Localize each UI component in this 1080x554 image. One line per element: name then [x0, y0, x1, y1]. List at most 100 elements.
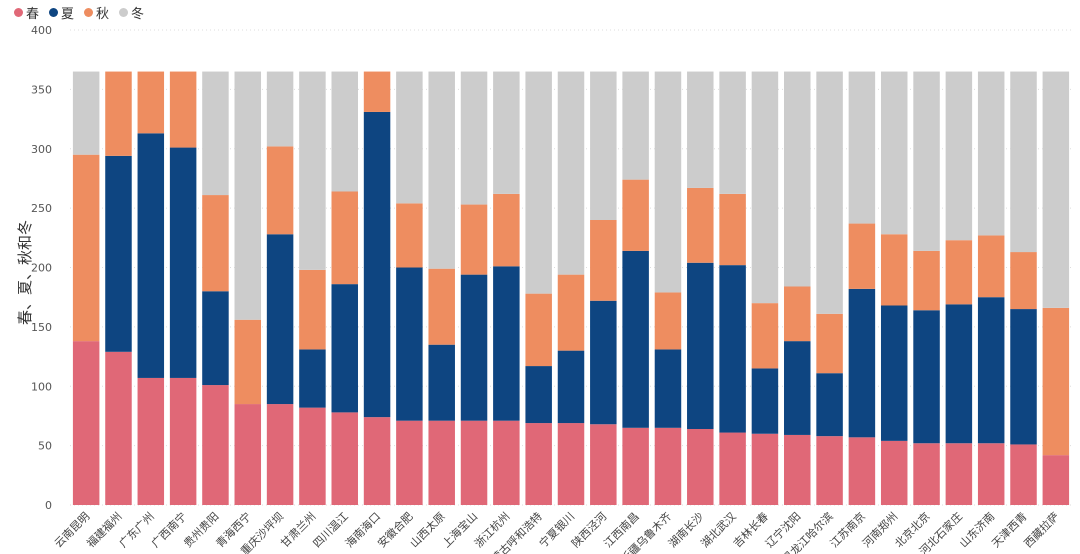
legend-item-winter[interactable]: 冬	[119, 3, 144, 22]
bar-segment-21-3[interactable]	[719, 193, 746, 266]
bar-segment-4-1[interactable]	[169, 377, 197, 505]
bar-segment-22-1[interactable]	[751, 433, 779, 505]
bar-segment-21-2[interactable]	[719, 265, 746, 433]
bar-segment-21-4[interactable]	[719, 71, 746, 194]
bar-segment-8-4[interactable]	[299, 71, 326, 270]
bar-segment-15-4[interactable]	[525, 71, 552, 294]
bar-segment-11-2[interactable]	[396, 267, 423, 421]
bar-segment-9-1[interactable]	[331, 412, 358, 506]
bar-segment-14-4[interactable]	[493, 71, 520, 194]
bar-segment-31-3[interactable]	[1042, 307, 1070, 456]
bar-segment-8-2[interactable]	[299, 349, 326, 408]
bar-segment-2-3[interactable]	[105, 71, 132, 156]
bar-segment-7-2[interactable]	[266, 234, 294, 405]
bar-segment-19-2[interactable]	[654, 349, 682, 428]
bar-segment-19-3[interactable]	[654, 292, 682, 350]
bar-segment-19-1[interactable]	[654, 427, 682, 505]
bar-segment-9-3[interactable]	[331, 191, 358, 285]
bar-segment-11-4[interactable]	[396, 71, 423, 204]
bar-segment-5-3[interactable]	[202, 195, 229, 292]
bar-segment-26-1[interactable]	[880, 440, 908, 506]
bar-segment-23-4[interactable]	[784, 71, 811, 287]
bar-segment-12-3[interactable]	[428, 268, 455, 345]
bar-segment-10-3[interactable]	[363, 71, 391, 112]
bar-segment-18-3[interactable]	[622, 179, 649, 251]
bar-segment-2-1[interactable]	[105, 351, 132, 505]
bar-segment-30-2[interactable]	[1010, 309, 1037, 445]
bar-segment-13-2[interactable]	[460, 274, 488, 421]
bar-segment-14-1[interactable]	[493, 420, 520, 505]
bar-segment-4-2[interactable]	[169, 147, 197, 378]
bar-segment-24-4[interactable]	[816, 71, 843, 314]
bar-segment-27-2[interactable]	[913, 310, 940, 444]
bar-segment-6-1[interactable]	[234, 404, 262, 505]
bar-segment-30-3[interactable]	[1010, 252, 1037, 310]
bar-segment-22-2[interactable]	[751, 368, 779, 434]
bar-segment-29-1[interactable]	[977, 443, 1005, 505]
bar-segment-14-2[interactable]	[493, 266, 520, 421]
bar-segment-27-4[interactable]	[913, 71, 940, 251]
bar-segment-1-3[interactable]	[72, 154, 100, 342]
bar-segment-18-2[interactable]	[622, 250, 649, 428]
bar-segment-12-2[interactable]	[428, 344, 455, 421]
bar-segment-26-2[interactable]	[880, 305, 908, 441]
bar-segment-18-1[interactable]	[622, 427, 649, 505]
bar-segment-20-4[interactable]	[687, 71, 714, 188]
bar-segment-6-4[interactable]	[234, 71, 262, 320]
bar-segment-26-4[interactable]	[880, 71, 908, 235]
bar-segment-30-1[interactable]	[1010, 444, 1037, 505]
legend-item-autumn[interactable]: 秋	[84, 3, 109, 22]
bar-segment-4-3[interactable]	[169, 71, 197, 148]
bar-segment-29-2[interactable]	[977, 297, 1005, 444]
bar-segment-25-1[interactable]	[848, 437, 876, 505]
bar-segment-20-1[interactable]	[687, 429, 714, 505]
bar-segment-27-3[interactable]	[913, 250, 940, 311]
bar-segment-13-1[interactable]	[460, 420, 488, 505]
bar-segment-21-1[interactable]	[719, 432, 746, 505]
bar-segment-12-1[interactable]	[428, 420, 455, 505]
bar-segment-15-3[interactable]	[525, 293, 552, 367]
bar-segment-7-3[interactable]	[266, 146, 294, 235]
bar-segment-7-1[interactable]	[266, 404, 294, 505]
legend-item-summer[interactable]: 夏	[49, 3, 74, 22]
bar-segment-12-4[interactable]	[428, 71, 455, 269]
bar-segment-3-3[interactable]	[137, 71, 165, 134]
bar-segment-16-3[interactable]	[557, 274, 585, 351]
bar-segment-15-2[interactable]	[525, 366, 552, 424]
bar-segment-3-1[interactable]	[137, 377, 165, 505]
bar-segment-25-4[interactable]	[848, 71, 876, 224]
bar-segment-16-4[interactable]	[557, 71, 585, 275]
bar-segment-13-4[interactable]	[460, 71, 488, 205]
bar-segment-2-2[interactable]	[105, 155, 132, 352]
bar-segment-7-4[interactable]	[266, 71, 294, 147]
bar-segment-1-4[interactable]	[72, 71, 100, 155]
bar-segment-24-1[interactable]	[816, 436, 843, 506]
bar-segment-22-4[interactable]	[751, 71, 779, 304]
bar-segment-17-3[interactable]	[590, 220, 617, 301]
bar-segment-5-2[interactable]	[202, 291, 229, 386]
bar-segment-25-2[interactable]	[848, 288, 876, 438]
bar-segment-29-4[interactable]	[977, 71, 1005, 236]
bar-segment-31-1[interactable]	[1042, 455, 1070, 506]
bar-segment-11-1[interactable]	[396, 420, 423, 505]
bar-segment-3-2[interactable]	[137, 133, 165, 378]
bar-segment-17-4[interactable]	[590, 71, 617, 220]
bar-segment-22-3[interactable]	[751, 303, 779, 369]
bar-segment-13-3[interactable]	[460, 204, 488, 275]
bar-segment-23-1[interactable]	[784, 434, 811, 505]
bar-segment-15-1[interactable]	[525, 423, 552, 505]
bar-segment-27-1[interactable]	[913, 443, 940, 505]
bar-segment-11-3[interactable]	[396, 203, 423, 268]
legend-item-spring[interactable]: 春	[14, 3, 39, 22]
bar-segment-6-3[interactable]	[234, 319, 262, 405]
bar-segment-26-3[interactable]	[880, 234, 908, 306]
bar-segment-17-2[interactable]	[590, 300, 617, 425]
bar-segment-10-2[interactable]	[363, 111, 391, 418]
bar-segment-20-2[interactable]	[687, 262, 714, 429]
bar-segment-5-1[interactable]	[202, 385, 229, 505]
bar-segment-14-3[interactable]	[493, 193, 520, 267]
bar-segment-1-1[interactable]	[72, 341, 100, 506]
bar-segment-16-1[interactable]	[557, 423, 585, 505]
bar-segment-24-2[interactable]	[816, 373, 843, 437]
bar-segment-20-3[interactable]	[687, 187, 714, 263]
